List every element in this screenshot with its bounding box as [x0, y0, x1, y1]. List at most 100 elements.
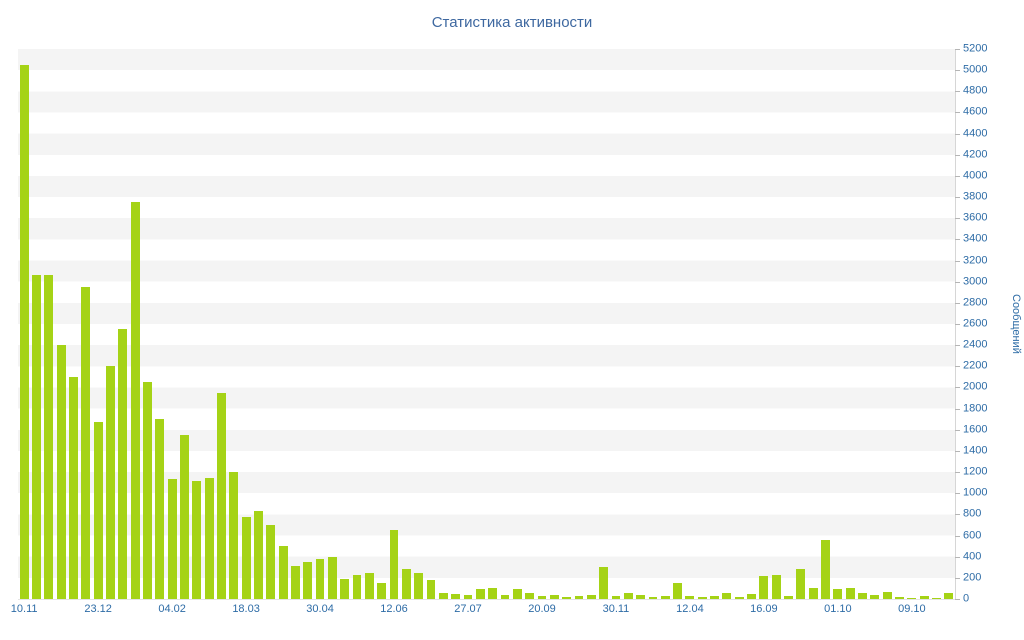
bar: [475, 589, 485, 599]
x-tick-label: 10.11: [10, 603, 38, 615]
bar: [796, 569, 806, 599]
x-tick-label: 23.12: [84, 603, 112, 615]
bar: [44, 275, 54, 599]
bar: [19, 64, 29, 599]
bar: [525, 592, 535, 599]
bar: [623, 592, 633, 599]
y-tick-label: 2400: [963, 338, 988, 351]
bar: [488, 588, 498, 599]
y-tick-label: 2800: [963, 296, 988, 309]
bar: [549, 594, 559, 599]
bar: [697, 596, 707, 599]
bar: [69, 376, 78, 599]
x-tick-label: 16.09: [750, 603, 778, 615]
y-tick-label: 4600: [963, 105, 988, 118]
y-tick-label: 1600: [963, 423, 988, 436]
x-tick-label: 04.02: [158, 603, 186, 615]
bar: [192, 480, 202, 599]
bar: [685, 595, 695, 599]
bar: [574, 595, 584, 599]
x-tick-label: 20.09: [528, 603, 556, 615]
bar: [512, 589, 522, 599]
bar: [932, 597, 941, 599]
bar: [180, 435, 189, 599]
y-tick-mark: [955, 218, 960, 220]
x-tick-label: 18.03: [232, 603, 260, 615]
bar: [155, 419, 165, 599]
bar: [710, 595, 720, 599]
bar: [340, 578, 350, 599]
y-tick-label: 1200: [963, 465, 988, 478]
bar: [611, 595, 621, 599]
x-tick-label: 01.10: [824, 603, 852, 615]
y-tick-label: 3200: [963, 254, 988, 267]
y-tick-label: 3000: [963, 275, 988, 288]
bar: [438, 592, 448, 599]
bar: [266, 524, 276, 599]
bar: [32, 275, 41, 599]
bar: [167, 479, 177, 599]
bar: [229, 472, 239, 599]
bar: [882, 591, 892, 599]
y-tick-label: 600: [963, 529, 982, 542]
bar: [734, 596, 744, 599]
y-tick-label: 1800: [963, 402, 988, 415]
x-tick-label: 09.10: [898, 603, 926, 615]
bar: [56, 345, 66, 599]
y-tick-mark: [955, 112, 960, 114]
bar: [821, 539, 830, 599]
bar: [771, 574, 781, 599]
bar: [586, 594, 596, 599]
bar: [858, 592, 867, 599]
bar: [451, 593, 461, 599]
bar: [562, 596, 572, 599]
bar: [648, 596, 658, 599]
y-tick-mark: [955, 472, 960, 474]
y-axis-title: Сообщений: [1010, 294, 1022, 354]
y-tick-mark: [955, 366, 960, 368]
y-tick-label: 4200: [963, 148, 988, 161]
y-tick-mark: [955, 281, 960, 283]
x-tick-label: 12.06: [380, 603, 408, 615]
bar: [919, 595, 929, 599]
y-tick-label: 800: [963, 507, 982, 520]
plot-area: [18, 49, 956, 600]
y-tick-mark: [955, 91, 960, 93]
y-tick-mark: [955, 324, 960, 325]
y-tick-mark: [955, 556, 960, 558]
bar: [253, 511, 263, 599]
y-tick-label: 1000: [963, 486, 988, 499]
y-tick-label: 5200: [963, 42, 988, 55]
y-tick-mark: [955, 239, 960, 241]
y-tick-label: 2000: [963, 380, 988, 393]
bar: [401, 569, 411, 599]
bar: [426, 579, 436, 599]
y-tick-label: 200: [963, 571, 982, 584]
x-tick-label: 27.07: [454, 603, 482, 615]
bar: [241, 516, 251, 599]
y-tick-mark: [955, 49, 960, 50]
bar: [327, 556, 337, 599]
bar: [303, 561, 313, 599]
bar: [673, 583, 683, 599]
y-tick-mark: [955, 577, 960, 579]
y-tick-label: 4400: [963, 127, 988, 140]
bar: [759, 575, 769, 599]
bar: [118, 329, 128, 599]
bar: [845, 588, 855, 599]
bar: [389, 530, 399, 599]
bar: [784, 595, 793, 599]
bar: [290, 566, 300, 599]
bar: [81, 286, 91, 599]
bar: [143, 382, 152, 599]
bar: [216, 392, 226, 599]
y-tick-mark: [955, 599, 960, 600]
x-tick-label: 30.11: [602, 603, 630, 615]
bar: [537, 595, 547, 599]
bar: [130, 202, 140, 599]
y-tick-mark: [955, 70, 960, 72]
bar: [93, 422, 103, 599]
bar: [747, 593, 756, 599]
bar: [278, 546, 288, 599]
